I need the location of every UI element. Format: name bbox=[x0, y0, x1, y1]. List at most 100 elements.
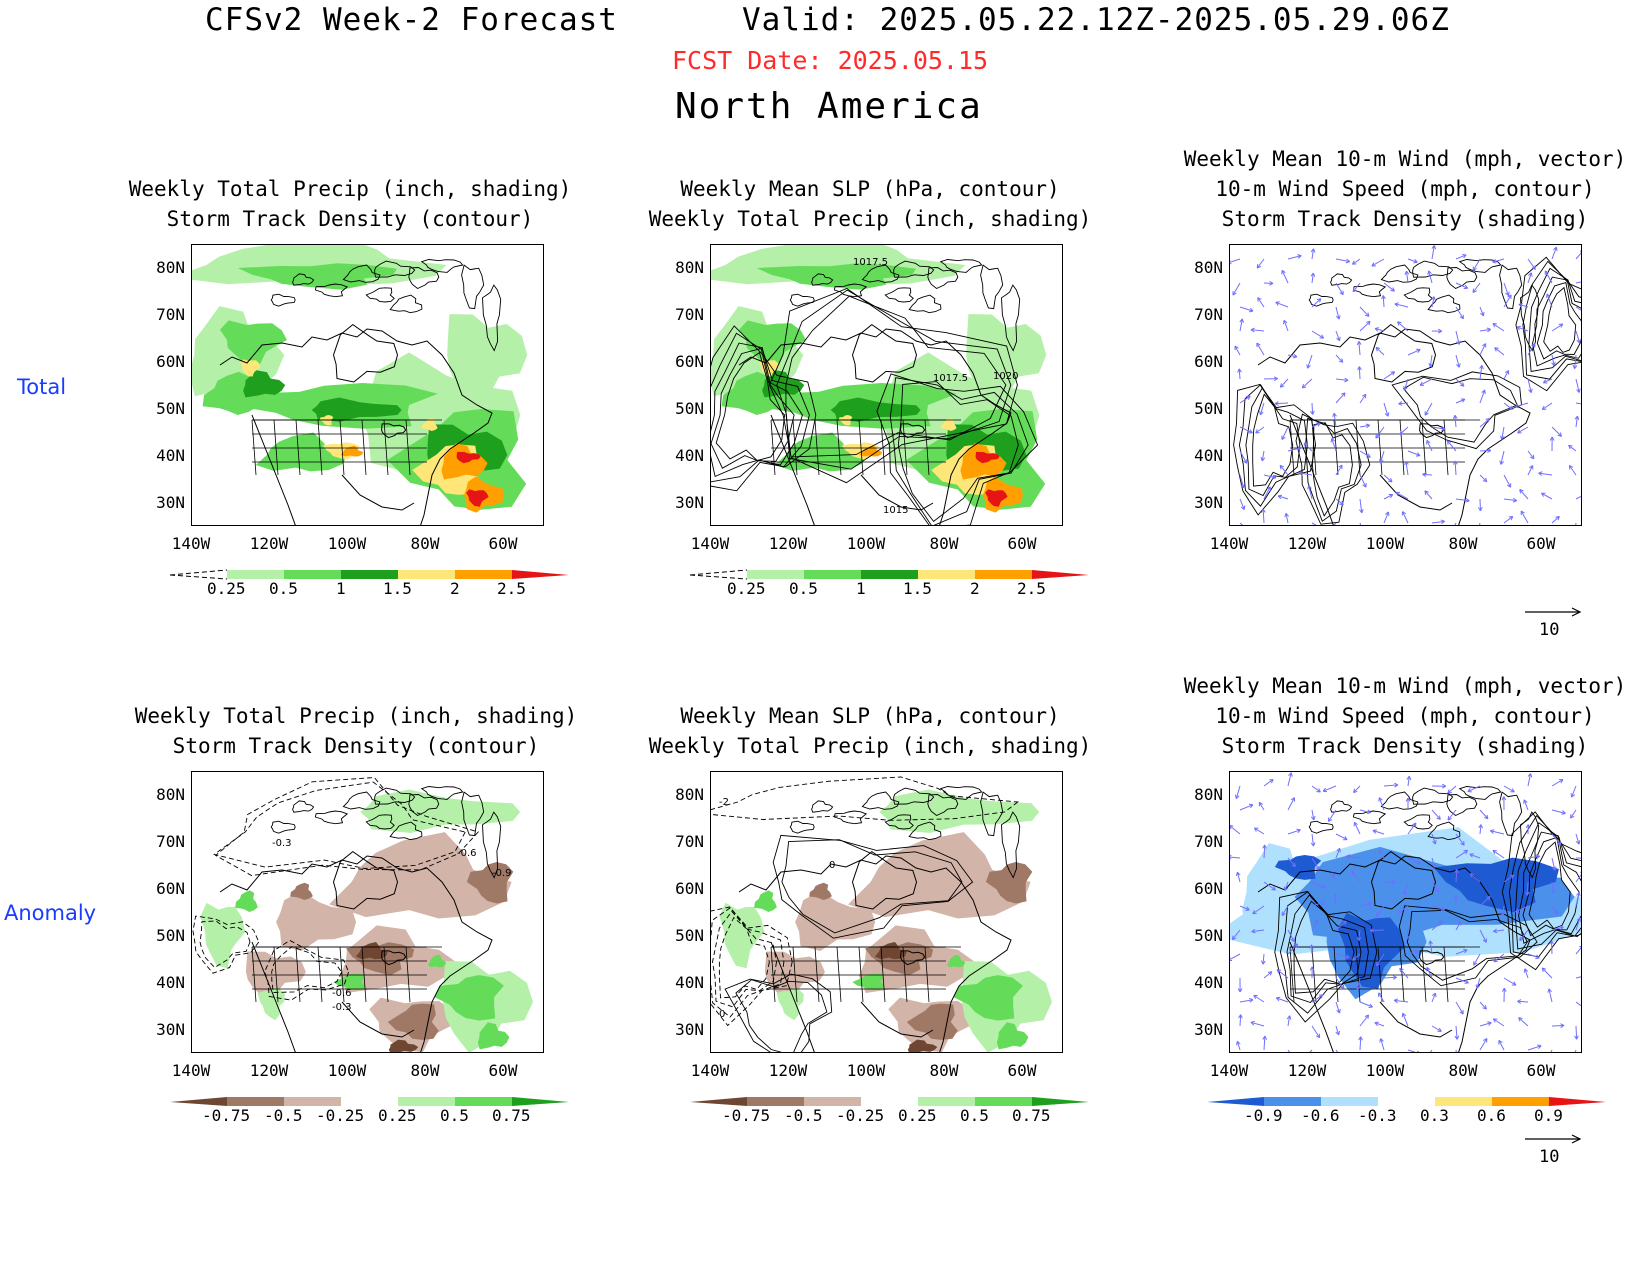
colorbar-total_precip: 0.25 0.5 1 1.5 2 2.5 bbox=[169, 567, 570, 598]
wind-vector bbox=[1479, 809, 1489, 820]
wind-vector bbox=[1281, 269, 1289, 284]
island-outline bbox=[861, 264, 900, 283]
map-total-precip-storm-track bbox=[191, 244, 544, 526]
wind-vector bbox=[1544, 270, 1553, 284]
wind-vector bbox=[1355, 977, 1361, 991]
wind-vector bbox=[1407, 348, 1421, 356]
lon-tick-label: 80W bbox=[410, 534, 440, 553]
island-outline bbox=[1427, 821, 1461, 841]
panel4-title-line1: Weekly Total Precip (inch, shading) bbox=[134, 704, 578, 728]
panel2-title: Weekly Mean SLP (hPa, contour) Weekly To… bbox=[640, 174, 1100, 234]
island-outline bbox=[927, 794, 959, 817]
shaded-region bbox=[311, 397, 402, 422]
wind-vector bbox=[1570, 785, 1577, 798]
wind-vector bbox=[1252, 905, 1265, 915]
wind-vector bbox=[1232, 282, 1241, 296]
wind-vector bbox=[1309, 1049, 1313, 1052]
hudson-bay-outline bbox=[1370, 323, 1437, 383]
colorbar-swatch bbox=[512, 570, 569, 579]
island-outline bbox=[365, 814, 395, 830]
contour-line bbox=[1295, 413, 1371, 525]
wind-vector bbox=[1570, 809, 1577, 819]
colorbar-swatch bbox=[1492, 1097, 1549, 1106]
contour-label: -0.9 bbox=[492, 868, 512, 879]
colorbar-label: 0.6 bbox=[1477, 1106, 1506, 1125]
wind-vector bbox=[1479, 448, 1492, 453]
island-outline bbox=[908, 821, 942, 841]
vector-reference-value: 10 bbox=[1539, 620, 1560, 640]
wind-vector bbox=[1231, 929, 1241, 941]
wind-vector bbox=[1359, 320, 1371, 332]
island-outline bbox=[884, 287, 914, 303]
wind-vector bbox=[1239, 306, 1254, 313]
colorbar-swatch bbox=[747, 570, 804, 579]
contour-line bbox=[1528, 841, 1571, 930]
wind-vector bbox=[1452, 414, 1458, 428]
wind-vector bbox=[1574, 1025, 1579, 1040]
colorbar-swatch bbox=[455, 1097, 512, 1106]
wind-vector bbox=[1568, 465, 1577, 476]
colorbar-label: -0.75 bbox=[722, 1106, 771, 1125]
island-outline bbox=[1403, 814, 1433, 830]
wind-vector bbox=[1371, 258, 1385, 267]
wind-vector bbox=[1401, 1012, 1409, 1027]
wind-vector bbox=[1541, 967, 1553, 979]
wind-vector bbox=[1503, 874, 1515, 883]
wind-vector bbox=[1503, 402, 1513, 411]
wind-vector bbox=[1359, 1001, 1373, 1008]
wind-vector bbox=[1257, 297, 1265, 308]
colorbar-swatch bbox=[455, 570, 512, 579]
wind-vector bbox=[1256, 342, 1265, 356]
wind-vector bbox=[1374, 327, 1385, 332]
wind-vector bbox=[1335, 953, 1350, 959]
island-outline bbox=[1458, 259, 1502, 273]
contour-label: 0 bbox=[829, 860, 835, 871]
shaded-region bbox=[235, 890, 258, 912]
shaded-region bbox=[290, 882, 313, 900]
great-lakes-outline bbox=[381, 423, 407, 439]
wind-vector bbox=[1383, 474, 1393, 483]
wind-vector bbox=[1527, 258, 1536, 270]
wind-vector bbox=[1287, 929, 1295, 942]
political-boundaries bbox=[1289, 946, 1480, 1003]
contour-line bbox=[271, 946, 343, 993]
wind-vector bbox=[1479, 1021, 1492, 1027]
wind-vector bbox=[1479, 364, 1484, 380]
colorbar-label: -0.3 bbox=[1358, 1106, 1397, 1125]
lat-tick-label: 50N bbox=[156, 399, 185, 418]
colorbar-anom_precip: -0.75 -0.5 -0.25 0.25 0.5 0.75 bbox=[690, 1094, 1090, 1125]
lon-tick-label: 100W bbox=[327, 534, 367, 553]
lon-tick-label: 80W bbox=[1448, 1061, 1478, 1080]
wind-vector bbox=[1284, 512, 1289, 524]
island-outline bbox=[314, 283, 349, 298]
contour-line bbox=[1233, 383, 1317, 516]
island-outline bbox=[1499, 791, 1523, 837]
contour-line bbox=[889, 377, 1029, 525]
contour-line bbox=[1293, 900, 1355, 994]
wind-vector bbox=[1551, 809, 1566, 815]
wind-vector bbox=[1575, 892, 1581, 907]
shaded-region bbox=[946, 954, 965, 968]
contour-label: -0.6 bbox=[457, 848, 477, 859]
lat-tick-label: 50N bbox=[1194, 399, 1223, 418]
lat-tick-label: 60N bbox=[675, 352, 704, 371]
colorbar-label: 1.5 bbox=[383, 579, 412, 598]
map-anomaly-wind-storm-track bbox=[1229, 771, 1582, 1053]
wind-vector bbox=[1431, 881, 1440, 893]
wind-vector bbox=[1454, 522, 1457, 525]
wind-vector bbox=[1263, 474, 1277, 480]
wind-vector bbox=[1431, 426, 1446, 431]
wind-vector bbox=[1575, 857, 1581, 859]
wind-vector bbox=[1379, 1038, 1385, 1051]
wind-vector bbox=[1287, 857, 1296, 868]
colorbar-label: -0.5 bbox=[784, 1106, 823, 1125]
wind-vector bbox=[1407, 1049, 1419, 1052]
wind-vector bbox=[1378, 849, 1385, 859]
wind-vector bbox=[1453, 895, 1459, 907]
colorbar-swatch bbox=[227, 1097, 284, 1106]
wind-vector bbox=[1306, 354, 1313, 369]
wind-vector bbox=[1359, 306, 1370, 317]
wind-vector bbox=[1551, 426, 1562, 437]
wind-vector bbox=[1538, 471, 1553, 476]
island-outline bbox=[893, 787, 935, 805]
